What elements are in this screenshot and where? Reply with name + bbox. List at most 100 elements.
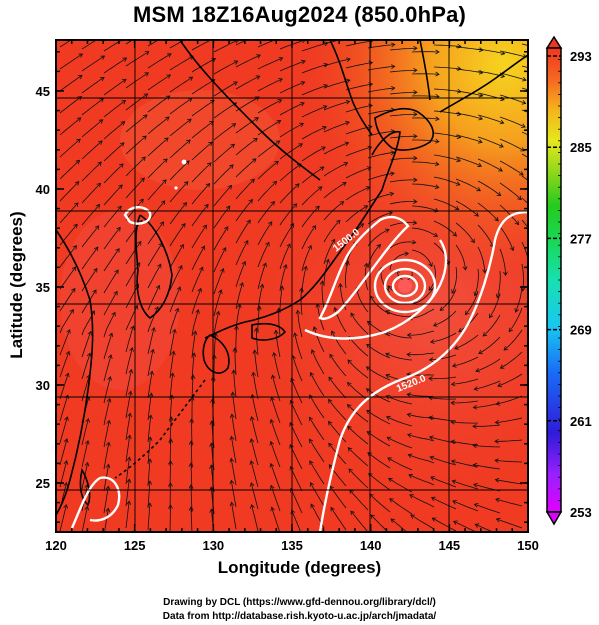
streamline-arrowhead xyxy=(331,238,336,244)
streamline-arrowhead xyxy=(269,440,275,446)
streamline xyxy=(191,79,215,95)
streamline xyxy=(125,72,149,89)
streamline-arrowhead xyxy=(106,419,111,425)
streamline xyxy=(367,65,395,71)
streamline xyxy=(473,464,501,470)
streamline xyxy=(190,506,193,532)
streamline xyxy=(279,203,297,226)
streamline xyxy=(389,135,417,139)
streamline-arrowhead xyxy=(494,458,499,464)
streamline xyxy=(496,270,501,298)
streamline-arrowhead xyxy=(130,325,135,331)
streamline-arrowhead xyxy=(494,419,500,425)
streamline-arrowhead xyxy=(252,349,258,354)
streamline-arrowhead xyxy=(233,325,239,330)
streamline xyxy=(81,161,102,182)
streamline xyxy=(147,116,170,135)
streamline xyxy=(521,87,528,91)
streamline xyxy=(429,436,457,444)
streamline-arrowhead xyxy=(439,306,445,311)
streamline-arrowhead xyxy=(159,221,165,226)
streamline xyxy=(235,40,248,46)
streamline xyxy=(452,356,479,367)
streamline xyxy=(452,480,479,490)
streamline-arrowhead xyxy=(189,418,195,423)
streamline xyxy=(521,109,528,113)
streamline xyxy=(103,420,110,448)
streamline-arrowhead xyxy=(169,372,175,377)
streamline xyxy=(370,295,391,315)
streamline xyxy=(477,224,494,248)
streamline-arrowhead xyxy=(435,138,440,144)
streamline xyxy=(125,93,148,111)
streamline xyxy=(345,62,373,69)
streamline xyxy=(169,308,179,335)
streamline-arrowhead xyxy=(385,310,391,315)
streamline-arrowhead xyxy=(78,53,84,58)
streamline xyxy=(347,404,369,423)
streamline-arrowhead xyxy=(100,55,106,60)
streamline-arrowhead xyxy=(406,392,412,398)
streamline xyxy=(369,493,391,513)
streamline-arrowhead xyxy=(413,45,418,51)
streamline xyxy=(59,245,77,268)
streamline-arrowhead xyxy=(508,327,514,333)
streamline-arrowhead xyxy=(472,443,477,449)
streamline-arrowhead xyxy=(120,121,126,126)
streamline-arrowhead xyxy=(256,305,262,310)
streamline xyxy=(235,240,249,266)
streamline-arrowhead xyxy=(167,482,173,487)
streamline-arrowhead xyxy=(134,283,140,289)
streamline xyxy=(429,354,457,361)
streamline-arrowhead xyxy=(428,357,434,363)
streamline xyxy=(231,414,237,442)
streamline-arrowhead xyxy=(497,382,502,388)
streamline-arrowhead xyxy=(519,171,524,176)
streamline-arrowhead xyxy=(472,423,477,429)
streamline xyxy=(125,457,130,485)
streamline-arrowhead xyxy=(435,116,440,122)
streamline xyxy=(407,330,435,336)
streamline-arrowhead xyxy=(366,166,372,171)
streamline-arrowhead xyxy=(126,500,132,505)
streamline-arrowhead xyxy=(345,99,351,105)
streamline xyxy=(59,373,69,400)
streamline-arrowhead xyxy=(413,89,418,95)
streamline xyxy=(191,331,196,359)
streamline-arrowhead xyxy=(494,477,500,483)
streamline-arrowhead xyxy=(241,260,247,266)
streamline xyxy=(230,458,237,486)
streamline xyxy=(413,286,435,304)
streamline-arrowhead xyxy=(478,349,483,355)
streamline xyxy=(328,421,347,443)
streamline-arrowhead xyxy=(411,239,417,245)
streamline-arrowhead xyxy=(303,265,308,271)
streamline xyxy=(191,183,210,205)
streamline xyxy=(255,328,259,356)
streamline xyxy=(235,325,238,353)
streamline xyxy=(213,102,237,119)
streamline xyxy=(410,514,435,530)
streamline xyxy=(292,355,303,382)
streamline xyxy=(125,241,142,265)
streamline-arrowhead xyxy=(147,480,153,485)
streamline-arrowhead xyxy=(129,347,134,352)
streamline-arrowhead xyxy=(105,463,111,469)
streamline xyxy=(389,201,417,205)
streamline xyxy=(191,267,204,293)
streamline-arrowhead xyxy=(167,53,172,58)
streamline-arrowhead xyxy=(262,262,267,268)
streamline xyxy=(147,503,151,531)
streamline xyxy=(147,158,168,179)
streamline-arrowhead xyxy=(164,137,169,142)
streamline xyxy=(385,331,413,339)
streamline-arrowhead xyxy=(328,442,333,448)
streamline-arrowhead xyxy=(300,102,305,107)
streamline-arrowhead xyxy=(269,462,275,468)
streamline xyxy=(169,373,174,401)
streamline xyxy=(147,459,151,487)
streamline xyxy=(474,268,479,296)
streamline xyxy=(190,484,193,513)
streamline-arrowhead xyxy=(517,195,522,201)
streamline xyxy=(59,181,80,202)
